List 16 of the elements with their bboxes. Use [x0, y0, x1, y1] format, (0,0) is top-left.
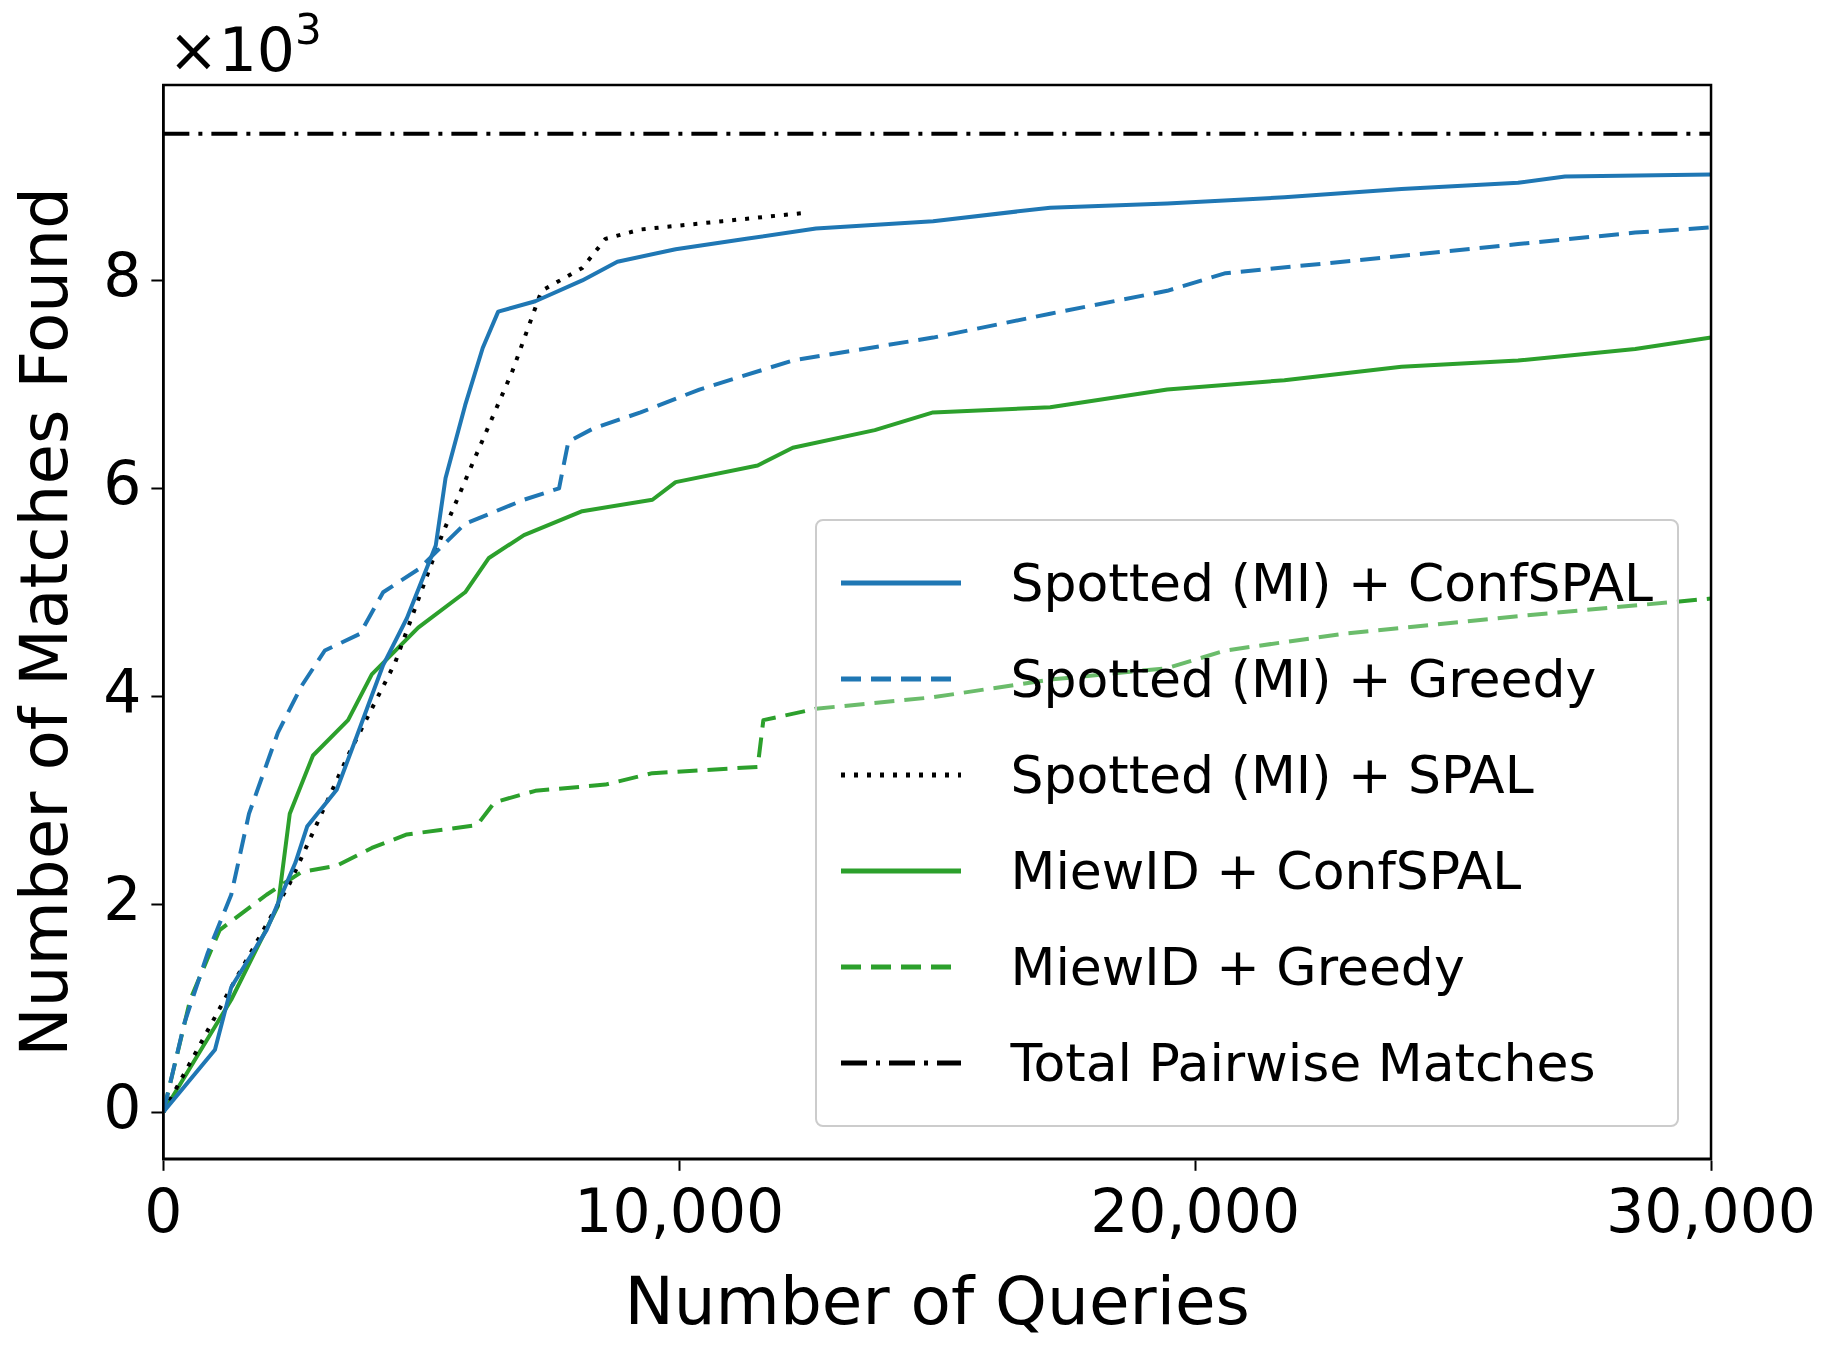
y-tick-label: 2 — [103, 863, 142, 934]
x-tick-label: 20,000 — [1090, 1176, 1301, 1247]
y-tick-label: 6 — [103, 447, 142, 518]
y-axis-title: Number of Matches Found — [5, 187, 83, 1057]
legend-label: Total Pairwise Matches — [1010, 1032, 1596, 1093]
legend-label: MiewID + Greedy — [1010, 936, 1465, 997]
legend-label: MiewID + ConfSPAL — [1010, 840, 1522, 901]
y-tick-label: 8 — [103, 240, 142, 311]
x-tick-label: 30,000 — [1606, 1176, 1817, 1247]
y-tick-label: 4 — [103, 655, 142, 726]
legend-label: Spotted (MI) + Greedy — [1010, 648, 1597, 709]
legend-label: Spotted (MI) + ConfSPAL — [1010, 552, 1654, 613]
legend-label: Spotted (MI) + SPAL — [1010, 744, 1534, 805]
x-axis-title: Number of Queries — [624, 1262, 1250, 1340]
y-tick-label: 0 — [103, 1071, 142, 1142]
x-tick-label: 10,000 — [574, 1176, 785, 1247]
